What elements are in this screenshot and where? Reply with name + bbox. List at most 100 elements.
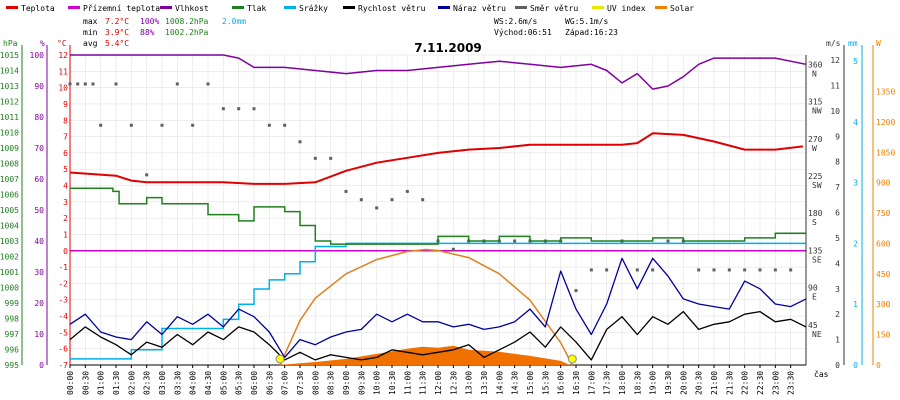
tick-ms-6: 6: [835, 209, 840, 218]
x-tick-label-41: 20:30: [695, 371, 704, 395]
tick-hpa-4: 1011: [0, 113, 19, 122]
tick-degc-2: 10: [58, 84, 68, 93]
tick-hpa-13: 1002: [0, 253, 19, 262]
wind-dir-point-1: [76, 82, 80, 86]
tick-wm2-9: 150: [876, 331, 891, 340]
wind-dir-point-4: [99, 123, 103, 127]
stats-avg-temp: 5.4°C: [105, 39, 129, 48]
x-tick-label-34: 17:00: [587, 371, 596, 395]
x-tick-label-24: 12:00: [434, 371, 443, 395]
x-tick-label-3: 01:30: [112, 371, 121, 395]
wind-dir-point-41: [666, 239, 670, 243]
x-tick-label-38: 19:00: [649, 371, 658, 395]
wind-dir-point-14: [252, 107, 256, 111]
wind-dir-point-12: [221, 107, 225, 111]
tick-pct-9: 10: [34, 330, 44, 339]
tick-ms-2: 10: [830, 107, 840, 116]
tick-degc-10: 2: [63, 214, 68, 223]
tick-pct-0: 100: [30, 51, 45, 60]
legend-label-7: Směr větru: [530, 4, 578, 13]
chart-title: 7.11.2009: [414, 41, 482, 55]
tick-degc-9: 3: [63, 198, 68, 207]
legend-label-5: Rychlost větru: [358, 4, 426, 13]
x-tick-label-7: 03:30: [173, 371, 182, 395]
wind-dir-point-21: [359, 198, 363, 202]
stats-max-rain: 2.0mm: [222, 17, 246, 26]
tick-ms-8: 4: [835, 259, 840, 268]
tick-pct-6: 40: [34, 237, 44, 246]
tick-wm2-3: 1050: [876, 148, 895, 157]
tick-hpa-2: 1013: [0, 82, 19, 91]
wind-dir-point-7: [145, 173, 149, 177]
x-tick-label-5: 02:30: [143, 371, 152, 395]
x-tick-label-45: 22:30: [756, 371, 765, 395]
tick-dir-letter-3: SW: [812, 181, 822, 190]
x-tick-label-23: 11:30: [419, 371, 428, 395]
legend-label-3: Tlak: [247, 4, 266, 13]
tick-ms-9: 3: [835, 285, 840, 294]
tick-ms-1: 11: [830, 81, 840, 90]
tick-pct-1: 90: [34, 82, 44, 91]
wind-dir-point-27: [451, 247, 455, 251]
x-tick-label-14: 07:00: [281, 371, 290, 395]
x-tick-label-10: 05:00: [219, 371, 228, 395]
tick-degc-8: 4: [63, 182, 68, 191]
tick-dir-letter-4: S: [812, 218, 817, 227]
wind-dir-point-23: [390, 198, 394, 202]
wind-dir-point-9: [175, 82, 179, 86]
wind-dir-point-39: [635, 268, 639, 272]
tick-degc-14: -2: [58, 279, 68, 288]
x-tick-label-25: 12:30: [449, 371, 458, 395]
tick-pct-4: 60: [34, 175, 44, 184]
legend: Teplota Přízemní teplota Vlhkost Tlak Srážky…: [6, 4, 694, 13]
tick-degc-12: 0: [63, 247, 68, 256]
tick-wm2-8: 300: [876, 300, 891, 309]
tick-dir-6: 90: [808, 284, 818, 293]
legend-swatch-2: [160, 6, 172, 9]
series-rain: [70, 242, 806, 360]
tick-ms-0: 12: [830, 56, 840, 65]
wind-dir-point-44: [712, 268, 716, 272]
tick-hpa-6: 1009: [0, 144, 19, 153]
x-tick-label-40: 20:00: [679, 371, 688, 395]
series-solar-max: [279, 248, 573, 366]
stats-avg-label: avg: [83, 39, 98, 48]
tick-pct-8: 20: [34, 299, 44, 308]
wind-dir-point-48: [773, 268, 777, 272]
wind-dir-point-20: [344, 189, 348, 193]
stats-ws: WS:2.6m/s: [494, 17, 538, 26]
x-tick-label-32: 16:00: [557, 371, 566, 395]
tick-hpa-17: 998: [5, 315, 20, 324]
x-tick-label-8: 04:00: [189, 371, 198, 395]
stats-max-press: 1008.2hPa: [165, 17, 209, 26]
stats-min-temp: 3.9°C: [105, 28, 129, 37]
tick-dir-0: 360: [808, 60, 823, 69]
tick-mm-2: 3: [853, 179, 858, 188]
tick-hpa-19: 996: [5, 346, 20, 355]
stats-min-label: min: [83, 28, 98, 37]
tick-hpa-7: 1008: [0, 160, 19, 169]
wind-dir-point-40: [651, 268, 655, 272]
tick-hpa-3: 1012: [0, 98, 19, 107]
wind-dir-point-46: [743, 268, 747, 272]
tick-pct-10: 0: [39, 361, 44, 370]
tick-dir-4: 180: [808, 209, 823, 218]
x-tick-label-26: 13:00: [465, 371, 474, 395]
tick-dir-letter-2: W: [812, 144, 817, 153]
x-tick-label-44: 22:00: [741, 371, 750, 395]
legend-swatch-7: [515, 6, 527, 9]
x-tick-label-31: 15:30: [541, 371, 550, 395]
tick-degc-4: 8: [63, 116, 68, 125]
tick-hpa-18: 997: [5, 330, 20, 339]
tick-degc-18: -6: [58, 345, 68, 354]
tick-dir-letter-7: NE: [812, 330, 822, 339]
axis-unit-wm2: W: [876, 39, 881, 48]
wind-dir-point-5: [114, 82, 118, 86]
tick-hpa-8: 1007: [0, 175, 19, 184]
tick-ms-11: 1: [835, 336, 840, 345]
x-tick-label-37: 18:30: [633, 371, 642, 395]
x-tick-label-9: 04:30: [204, 371, 213, 395]
tick-dir-5: 135: [808, 246, 823, 255]
x-tick-label-13: 06:30: [265, 371, 274, 395]
